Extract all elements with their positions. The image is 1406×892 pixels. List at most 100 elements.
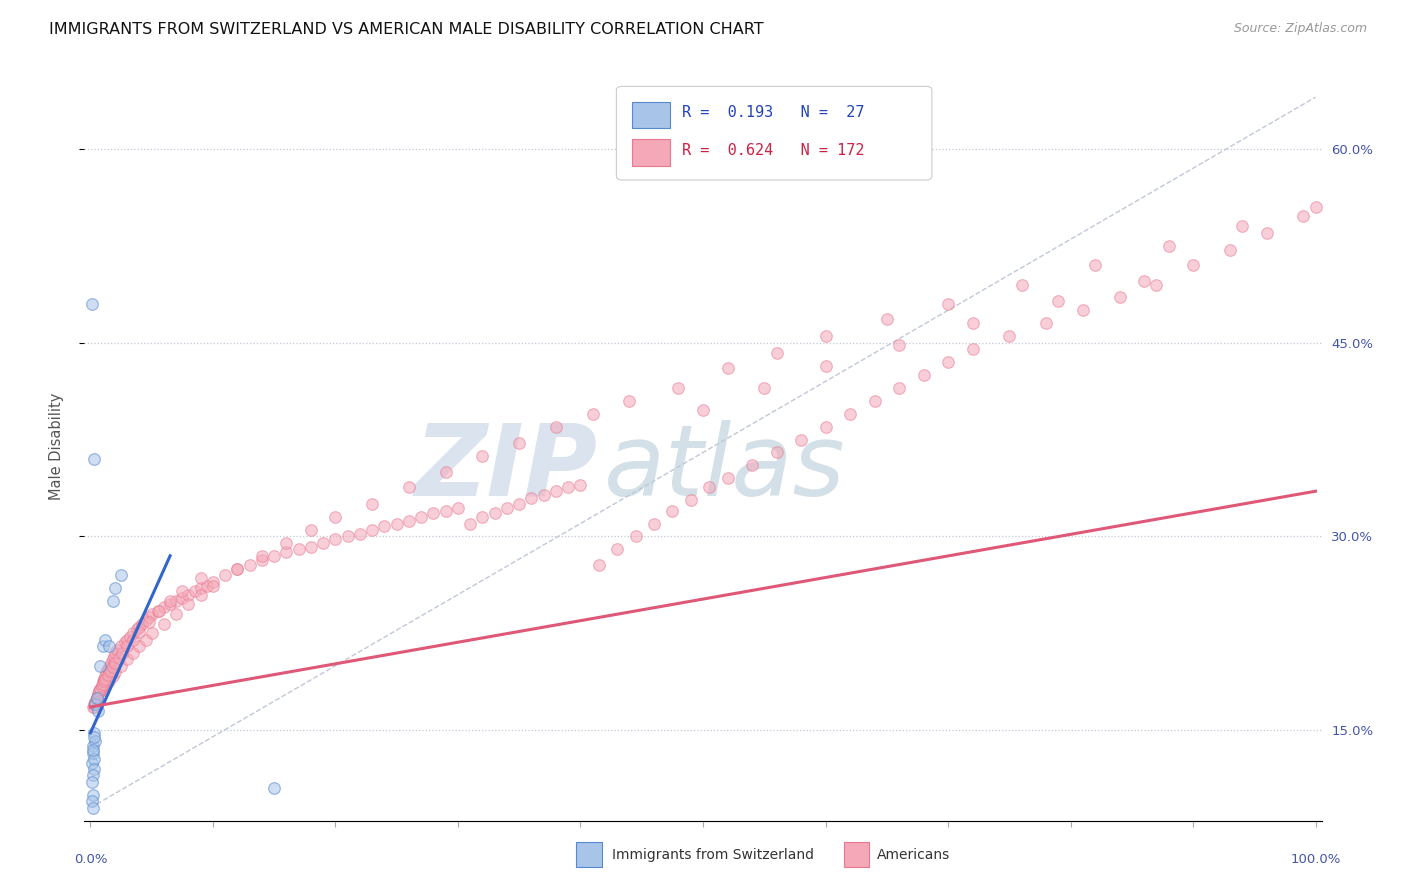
Point [172,591,194,606]
Point [679,493,702,508]
Point [104,646,127,660]
Point [190,588,212,602]
Point [91,676,114,690]
Point [84,695,107,709]
Point [90,678,112,692]
Point [814,329,837,343]
Point [177,597,200,611]
Point [1133,274,1156,288]
Point [936,297,959,311]
Point [80,297,103,311]
Point [276,545,298,559]
Point [83,700,105,714]
Point [692,402,714,417]
Point [325,532,347,546]
Point [668,381,690,395]
Point [82,788,104,802]
Point [86,690,108,705]
Point [82,801,104,815]
Point [349,526,371,541]
Point [661,503,683,517]
Text: Americans: Americans [877,847,950,862]
Point [471,450,494,464]
Point [458,516,481,531]
Point [159,597,181,611]
Point [131,617,153,632]
Point [94,672,117,686]
Point [135,632,157,647]
Point [141,607,163,621]
Point [1071,303,1094,318]
Point [97,639,120,653]
Point [83,730,105,744]
Point [93,674,115,689]
Point [195,578,218,592]
Point [94,632,117,647]
Point [398,514,420,528]
Point [1084,258,1107,272]
Point [814,359,837,373]
Point [471,510,494,524]
Point [876,312,898,326]
Point [138,609,160,624]
Point [697,480,720,494]
Point [1230,219,1253,234]
Point [962,316,984,330]
Text: Immigrants from Switzerland: Immigrants from Switzerland [612,847,814,862]
Point [122,646,145,660]
Point [411,510,433,524]
Point [128,625,150,640]
Point [496,501,519,516]
Point [361,497,384,511]
Point [89,681,111,696]
Point [103,649,125,664]
Point [569,477,592,491]
Point [82,742,104,756]
Point [422,506,444,520]
Point [148,604,170,618]
Point [97,663,120,677]
Point [93,672,115,686]
Point [716,471,738,485]
Point [624,529,647,543]
Point [201,578,224,592]
Point [1256,226,1278,240]
Text: 100.0%: 100.0% [1291,853,1341,866]
Text: IMMIGRANTS FROM SWITZERLAND VS AMERICAN MALE DISABILITY CORRELATION CHART: IMMIGRANTS FROM SWITZERLAND VS AMERICAN … [49,22,763,37]
Point [101,660,124,674]
Point [447,501,470,516]
Point [90,679,112,693]
Point [754,381,776,395]
Point [89,684,111,698]
Point [508,436,530,450]
Point [582,407,605,421]
Point [643,516,665,531]
Point [226,562,249,576]
Point [1305,200,1327,214]
Text: atlas: atlas [605,420,845,517]
Point [863,393,886,408]
Point [84,733,107,747]
Point [141,626,163,640]
Point [716,361,738,376]
Point [83,451,105,466]
Point [936,355,959,369]
Text: 0.0%: 0.0% [73,853,107,866]
Point [104,581,127,595]
Point [765,445,787,459]
Point [80,775,103,789]
Point [82,768,104,782]
Point [544,419,567,434]
Point [214,568,236,582]
Point [80,756,103,770]
Bar [633,102,669,128]
Point [165,607,187,621]
Point [520,491,543,505]
Point [114,635,136,649]
Point [128,639,150,653]
Point [1182,258,1205,272]
Point [82,739,104,753]
Point [263,549,285,563]
Point [887,381,910,395]
Text: Source: ZipAtlas.com: Source: ZipAtlas.com [1233,22,1367,36]
